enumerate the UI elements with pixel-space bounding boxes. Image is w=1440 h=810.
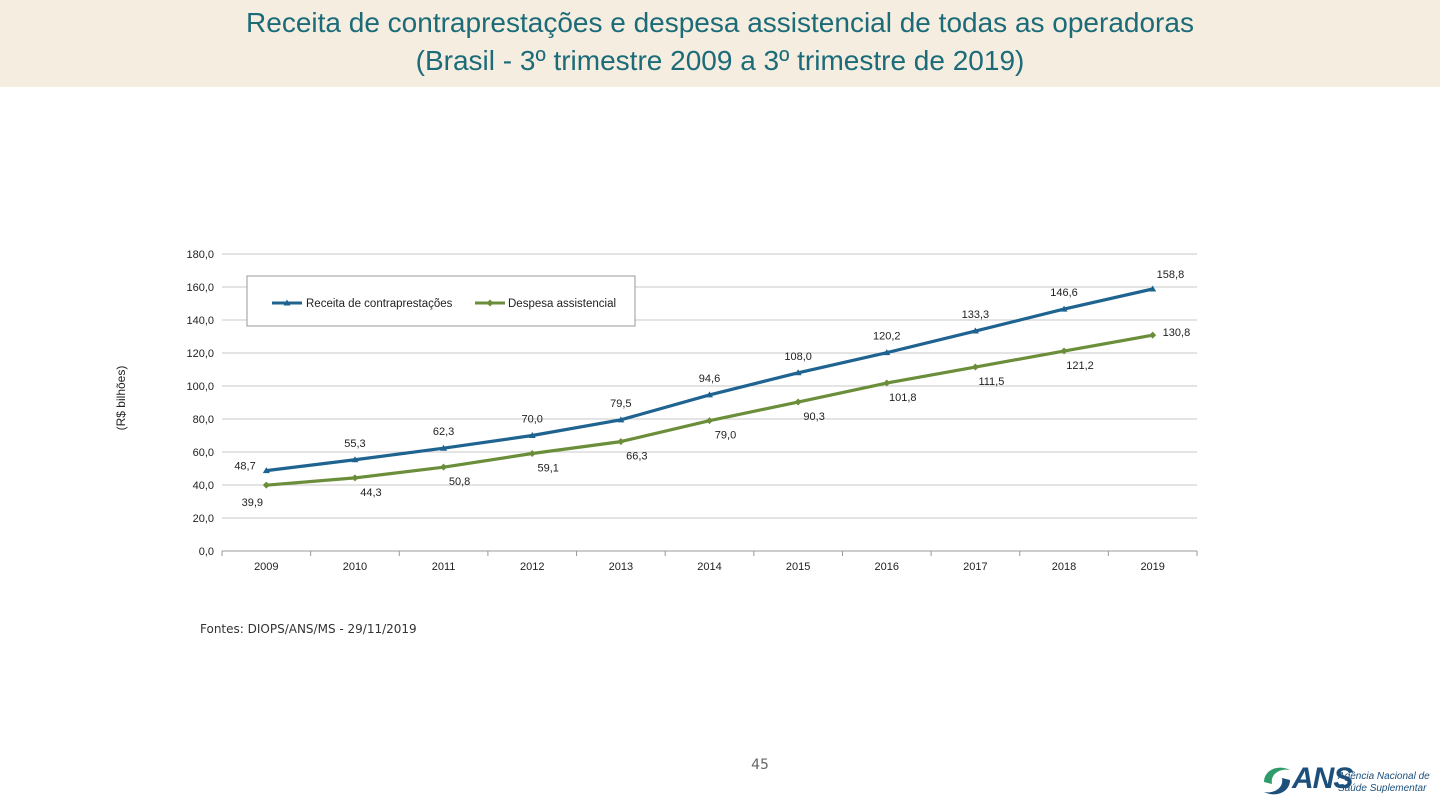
- page-title: Receita de contraprestações e despesa as…: [246, 7, 1194, 38]
- receita-point: [1149, 285, 1157, 292]
- logo-subtitle-2: Saúde Suplementar: [1338, 783, 1427, 794]
- receita-data-label: 79,5: [610, 398, 631, 410]
- x-tick-label: 2018: [1052, 561, 1076, 573]
- receita-data-label: 94,6: [699, 373, 720, 385]
- receita-data-label: 108,0: [784, 351, 812, 363]
- receita-data-label: 158,8: [1157, 269, 1185, 281]
- y-tick-label: 60,0: [193, 447, 214, 459]
- y-tick-label: 180,0: [186, 249, 214, 261]
- despesa-data-label: 44,3: [360, 487, 381, 499]
- receita-data-label: 62,3: [433, 426, 454, 438]
- legend-despesa-label: Despesa assistencial: [508, 298, 616, 310]
- y-axis-label: (R$ bilhões): [114, 366, 128, 431]
- y-tick-label: 40,0: [193, 480, 214, 492]
- despesa-point: [351, 474, 359, 482]
- despesa-point: [262, 481, 270, 489]
- receita-data-label: 70,0: [522, 414, 543, 426]
- logo-text: ANS: [1292, 762, 1353, 795]
- despesa-data-label: 39,9: [242, 497, 263, 509]
- receita-point: [794, 369, 802, 376]
- page-number: 45: [751, 757, 769, 773]
- receita-data-label: 133,3: [962, 309, 990, 321]
- receita-point: [1060, 305, 1068, 312]
- receita-point: [971, 327, 979, 334]
- title-band: [0, 0, 1440, 87]
- receita-data-label: 55,3: [344, 438, 365, 450]
- despesa-point: [883, 379, 891, 387]
- receita-point: [617, 416, 625, 423]
- x-tick-label: 2019: [1140, 561, 1164, 573]
- despesa-data-label: 121,2: [1066, 360, 1094, 372]
- despesa-data-label: 66,3: [626, 451, 647, 463]
- despesa-point: [617, 438, 625, 446]
- receita-data-label: 48,7: [234, 461, 255, 473]
- page-subtitle: (Brasil - 3º trimestre 2009 a 3º trimest…: [415, 45, 1025, 76]
- x-tick-label: 2017: [963, 561, 987, 573]
- y-tick-label: 100,0: [186, 381, 214, 393]
- despesa-data-label: 50,8: [449, 476, 470, 488]
- x-tick-label: 2015: [786, 561, 810, 573]
- y-tick-label: 20,0: [193, 513, 214, 525]
- despesa-point: [794, 398, 802, 406]
- legend-box: [246, 275, 636, 327]
- receita-point: [262, 467, 270, 474]
- despesa-point: [440, 463, 448, 471]
- x-tick-label: 2016: [875, 561, 899, 573]
- y-tick-label: 140,0: [186, 315, 214, 327]
- y-tick-label: 160,0: [186, 282, 214, 294]
- x-tick-label: 2011: [432, 561, 456, 573]
- legend-receita-marker: [283, 299, 291, 306]
- despesa-point: [1060, 347, 1068, 355]
- source-note: Fontes: DIOPS/ANS/MS - 29/11/2019: [200, 622, 417, 636]
- x-tick-label: 2013: [609, 561, 633, 573]
- x-tick-label: 2010: [343, 561, 367, 573]
- despesa-data-label: 101,8: [889, 392, 917, 404]
- despesa-data-label: 111,5: [978, 376, 1004, 388]
- y-tick-label: 0,0: [199, 546, 214, 558]
- despesa-data-label: 59,1: [538, 462, 559, 474]
- receita-point: [706, 391, 713, 398]
- ans-logo-mark-icon: [1264, 767, 1290, 795]
- x-tick-label: 2012: [520, 561, 544, 573]
- y-tick-label: 80,0: [193, 414, 214, 426]
- despesa-point: [1149, 331, 1157, 339]
- despesa-point: [706, 417, 713, 425]
- legend-despesa-marker: [486, 299, 494, 307]
- despesa-series-line: [266, 333, 1153, 487]
- legend-receita-label: Receita de contraprestações: [306, 298, 453, 310]
- receita-data-label: 120,2: [873, 331, 901, 343]
- despesa-data-label: 90,3: [803, 411, 824, 423]
- despesa-data-label: 79,0: [715, 430, 736, 442]
- receita-data-label: 146,6: [1050, 287, 1078, 299]
- despesa-data-label: 130,8: [1163, 327, 1191, 339]
- receita-point: [440, 444, 448, 451]
- despesa-point: [971, 363, 979, 371]
- despesa-point: [528, 449, 536, 457]
- receita-point: [883, 349, 891, 356]
- x-tick-label: 2014: [697, 561, 721, 573]
- logo-subtitle-1: Agência Nacional de: [1338, 771, 1430, 782]
- x-tick-label: 2009: [254, 561, 278, 573]
- y-tick-label: 120,0: [186, 348, 214, 360]
- ans-logo: ANS Agência Nacional de Saúde Suplementa…: [1258, 760, 1438, 802]
- receita-point: [528, 432, 536, 438]
- receita-point: [351, 456, 359, 463]
